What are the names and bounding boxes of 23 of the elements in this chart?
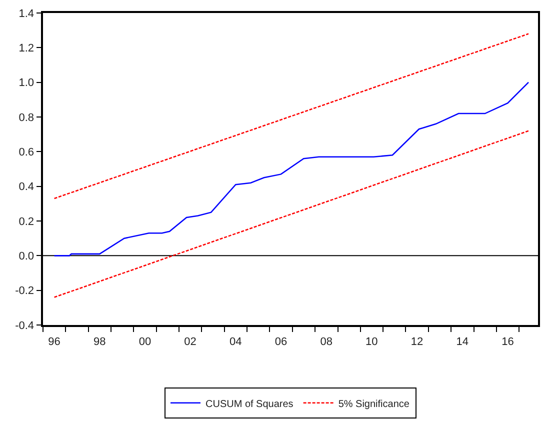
x-tick-label: 06 — [274, 336, 288, 348]
x-tick-label: 10 — [366, 336, 378, 348]
x-tick-label: 04 — [230, 336, 242, 348]
legend-label: 5% Significance — [338, 398, 410, 410]
y-tick-label: 0.4 — [18, 181, 34, 194]
y-tick-label: 1.0 — [18, 77, 34, 90]
x-tick-label: 08 — [320, 336, 332, 348]
x-tick-label: 16 — [502, 336, 514, 348]
y-tick-label: -0.4 — [15, 320, 34, 332]
y-tick-label: 0.8 — [18, 112, 34, 124]
legend-label: CUSUM of Squares — [206, 398, 294, 410]
y-tick-label: 0.6 — [18, 146, 34, 159]
x-tick-label: 96 — [48, 336, 60, 348]
y-tick-label: 0.0 — [18, 250, 34, 263]
y-tick-label: 1.2 — [18, 42, 34, 55]
y-tick-label: 1.4 — [18, 8, 34, 20]
x-tick-label: 02 — [184, 336, 196, 348]
x-tick-label: 00 — [138, 336, 152, 348]
x-tick-label: 14 — [456, 336, 468, 348]
y-tick-label: 0.2 — [18, 216, 34, 228]
x-tick-label: 12 — [410, 336, 424, 348]
x-tick-label: 98 — [93, 336, 106, 348]
y-tick-label: -0.2 — [15, 285, 34, 298]
